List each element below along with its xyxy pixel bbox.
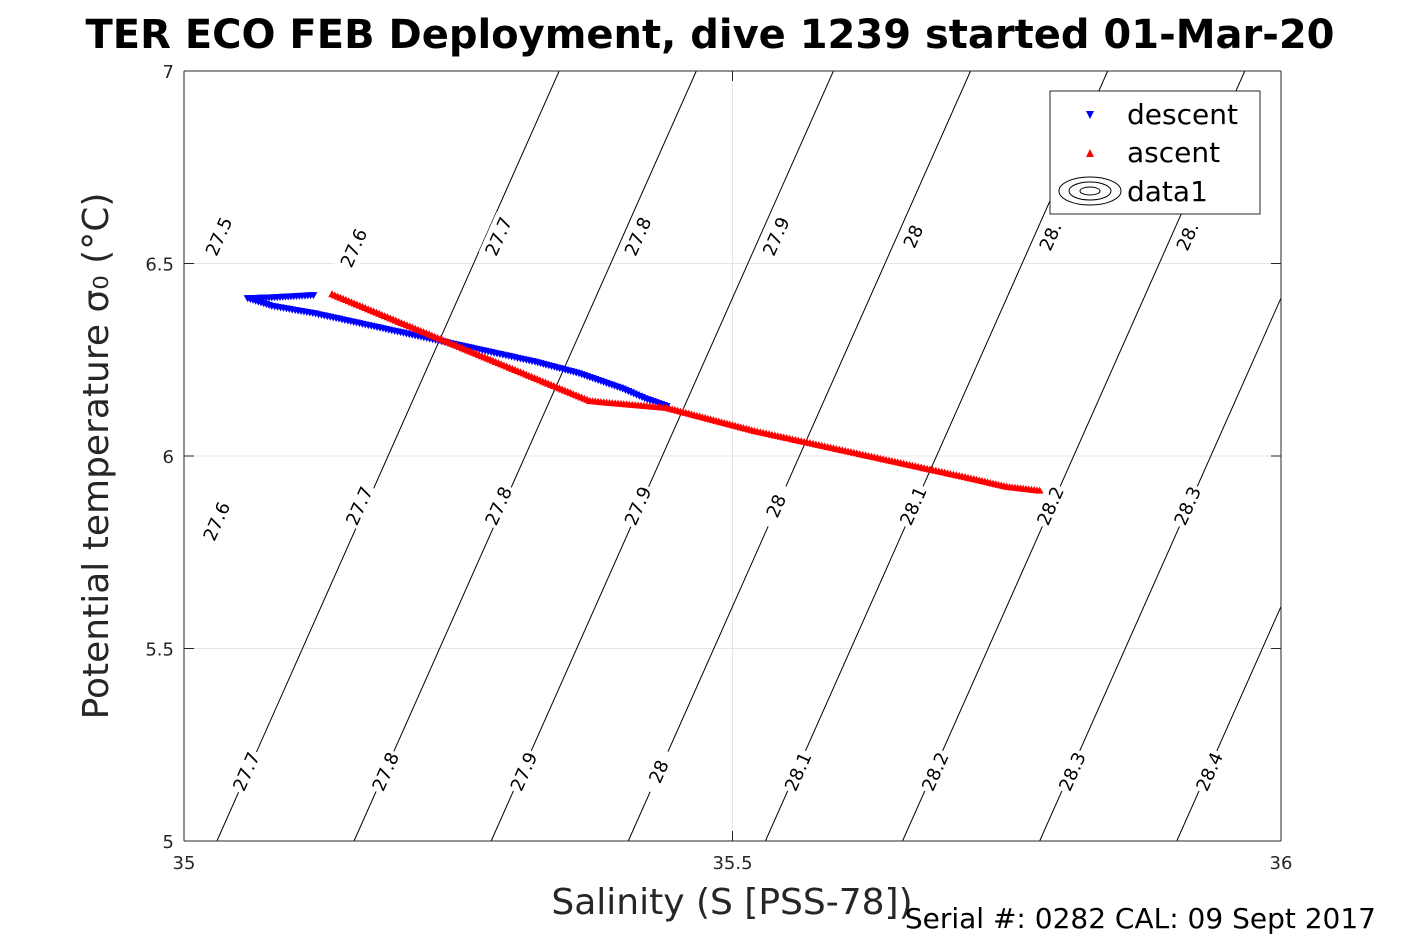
contour-label-bg bbox=[1167, 211, 1208, 262]
contour-label-bg bbox=[197, 496, 237, 547]
contour-label-bg bbox=[778, 746, 819, 797]
contour-label-bg bbox=[365, 746, 406, 797]
legend: descent ascent data1 bbox=[1049, 90, 1261, 215]
isopycnal-line bbox=[216, 71, 560, 841]
contour-label-bg bbox=[226, 746, 267, 797]
isopycnal-line bbox=[490, 71, 834, 841]
contour-label-bg bbox=[334, 223, 374, 274]
isopycnal-line bbox=[1176, 605, 1281, 841]
contour-label-bg bbox=[618, 481, 659, 532]
contour-label-bg bbox=[199, 211, 240, 262]
y-tick-label: 6.5 bbox=[145, 255, 174, 276]
isopycnal-line bbox=[1039, 296, 1281, 841]
y-axis-label: Potential temperature σ₀ (°C) bbox=[76, 193, 117, 720]
data-points bbox=[243, 290, 1044, 494]
legend-descent-marker bbox=[1086, 111, 1094, 119]
legend-data1-label: data1 bbox=[1127, 175, 1208, 208]
x-tick-label: 35 bbox=[173, 853, 196, 874]
contour-label-bg bbox=[1030, 481, 1071, 532]
contour-label-bg bbox=[915, 746, 956, 797]
isopycnal-contours bbox=[216, 71, 1281, 841]
y-tick-label: 5 bbox=[163, 832, 174, 853]
contour-label-bg bbox=[893, 481, 934, 532]
ascent-point bbox=[1035, 486, 1044, 494]
contour-label-bg bbox=[1189, 746, 1230, 797]
legend-ascent-label: ascent bbox=[1127, 136, 1220, 169]
chart-title: TER ECO FEB Deployment, dive 1239 starte… bbox=[85, 12, 1334, 58]
contour-label-bg bbox=[1030, 211, 1071, 262]
contour-label-bg bbox=[339, 481, 380, 532]
contour-label-bg bbox=[756, 481, 797, 532]
legend-ascent-marker bbox=[1086, 149, 1094, 157]
legend-data1-marker bbox=[1058, 176, 1122, 206]
serial-cal-note: Serial #: 0282 CAL: 09 Sept 2017 bbox=[905, 902, 1376, 935]
x-tick-label: 36 bbox=[1270, 853, 1293, 874]
contour-label-bg bbox=[639, 746, 679, 797]
x-axis-label: Salinity (S [PSS-78]) bbox=[551, 882, 912, 923]
contour-label-bg bbox=[756, 211, 797, 262]
axis-ticks: 35 35.5 36 5 5.5 6 6.5 7 bbox=[145, 62, 1292, 874]
contour-label-bg bbox=[478, 481, 519, 532]
contour-label-bg bbox=[1052, 746, 1093, 797]
y-tick-label: 7 bbox=[163, 62, 174, 83]
contour-label-bg bbox=[504, 746, 544, 797]
contour-label-bg bbox=[893, 211, 934, 262]
y-tick-label: 5.5 bbox=[145, 640, 174, 661]
legend-box bbox=[1049, 90, 1261, 215]
isopycnal-line bbox=[627, 71, 972, 841]
contour-label-bg bbox=[618, 211, 659, 262]
isopycnal-line bbox=[353, 71, 697, 841]
contour-label-bg bbox=[478, 211, 519, 262]
x-tick-label: 35.5 bbox=[712, 853, 752, 874]
legend-descent-label: descent bbox=[1127, 98, 1238, 131]
y-tick-label: 6 bbox=[163, 447, 174, 468]
contour-label-bg bbox=[1167, 481, 1208, 532]
